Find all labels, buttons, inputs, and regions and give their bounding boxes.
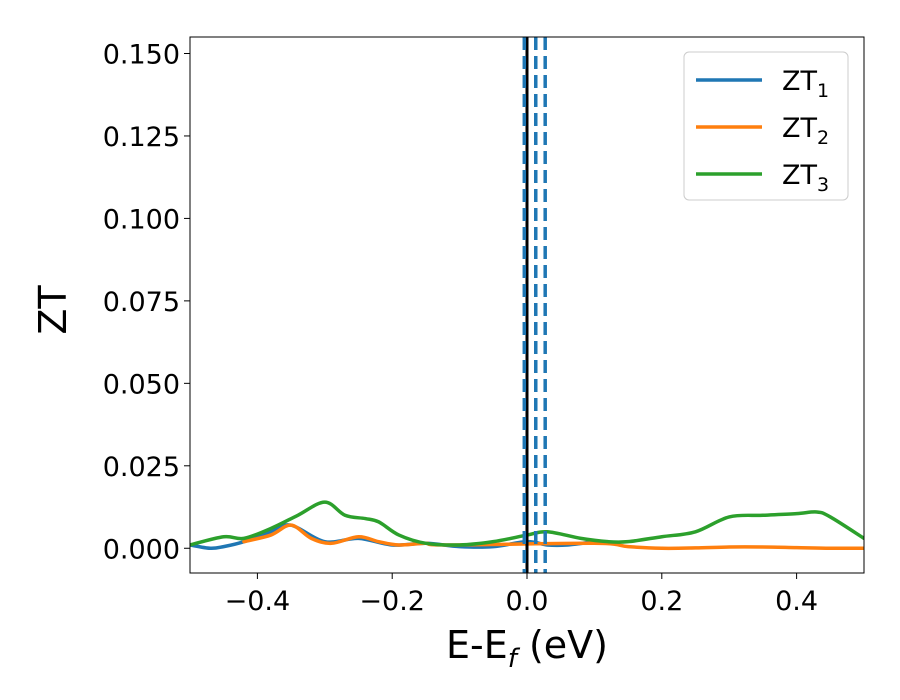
x-tick-label: 0.0 bbox=[506, 586, 549, 617]
x-axis-ticks: −0.4 −0.2 0.0 0.2 0.4 bbox=[225, 573, 818, 617]
legend-label-1: ZT1 bbox=[782, 66, 829, 102]
x-axis-title: E-Ef (eV) bbox=[446, 623, 608, 674]
x-tick-label: −0.4 bbox=[225, 586, 291, 617]
legend-label-2: ZT2 bbox=[782, 113, 829, 149]
plot-area bbox=[190, 37, 864, 573]
y-tick-label: 0.125 bbox=[103, 122, 180, 153]
y-tick-label: 0.150 bbox=[103, 39, 180, 70]
y-tick-label: 0.000 bbox=[103, 534, 180, 565]
x-tick-label: −0.2 bbox=[359, 586, 425, 617]
legend: ZT1 ZT2 ZT3 bbox=[683, 51, 849, 201]
y-tick-label: 0.025 bbox=[103, 452, 180, 483]
legend-box bbox=[683, 51, 849, 201]
y-axis-ticks: 0.000 0.025 0.050 0.075 0.100 0.125 0.150 bbox=[103, 39, 190, 565]
y-tick-label: 0.100 bbox=[103, 204, 180, 235]
series-line-3 bbox=[190, 500, 864, 547]
x-tick-label: 0.2 bbox=[640, 586, 683, 617]
legend-label-3: ZT3 bbox=[782, 160, 829, 196]
y-tick-label: 0.050 bbox=[103, 369, 180, 400]
y-axis-title: ZT bbox=[31, 285, 75, 335]
x-tick-label: 0.4 bbox=[775, 586, 818, 617]
plot-clip-group bbox=[190, 37, 864, 573]
y-tick-label: 0.075 bbox=[103, 287, 180, 318]
series-line-2 bbox=[242, 523, 864, 551]
